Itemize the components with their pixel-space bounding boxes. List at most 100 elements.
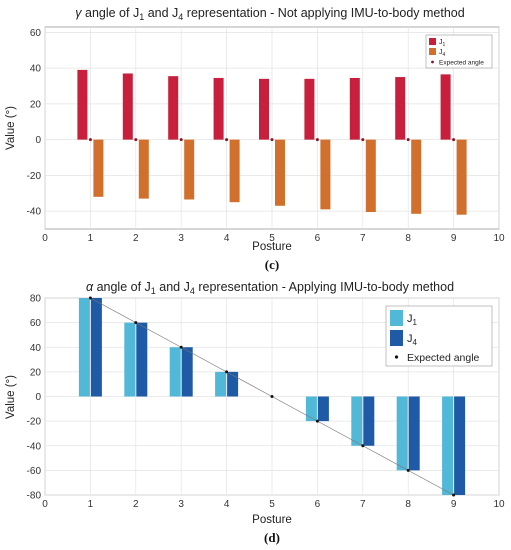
d-ytick-label: 40 — [30, 343, 42, 354]
d-xtick-label: 5 — [269, 499, 275, 510]
c-bar-j4-posture-7 — [365, 139, 376, 213]
chart-d-expected-markers — [88, 296, 456, 497]
c-bar-j4-posture-3 — [184, 139, 195, 200]
chart-c: γ angle of J1 and J4 representation - No… — [5, 6, 505, 272]
chart-d-y-ticks: -80 -60 -40 -20 0 20 40 60 80 — [27, 294, 42, 502]
c-bar-j1-posture-2 — [122, 73, 133, 140]
chart-c-title: γ angle of J1 and J4 representation - No… — [75, 6, 464, 22]
chart-d-panel-label: (d) — [264, 530, 280, 545]
c-ytick-label: -20 — [27, 171, 42, 182]
chart-d-legend-box — [385, 305, 493, 367]
c-xtick-label: 2 — [133, 233, 139, 244]
chart-c-x-ticks: 0 1 2 3 4 5 6 7 8 9 10 — [42, 233, 505, 244]
d-xtick-label: 9 — [451, 499, 457, 510]
c-bar-j4-posture-1 — [93, 139, 104, 197]
c-xtick-label: 10 — [493, 233, 505, 244]
d-bar-j1-posture-4 — [215, 371, 227, 397]
c-expected-point-posture-8 — [406, 138, 410, 142]
d-bar-j1-posture-8 — [396, 396, 408, 471]
d-ytick-label: 0 — [35, 392, 41, 403]
chart-d-legend-swatch-j1 — [390, 310, 403, 326]
c-expected-point-posture-5 — [270, 138, 274, 142]
chart-c-legend: J1 J4 Expected angle — [425, 34, 493, 69]
c-ytick-label: 60 — [30, 28, 42, 39]
d-xtick-label: 7 — [360, 499, 366, 510]
chart-c-legend-marker-expected — [431, 60, 434, 64]
d-bar-j1-posture-1 — [78, 298, 90, 397]
d-ytick-label: 20 — [30, 367, 42, 378]
chart-d-legend-label-j4: J4 — [407, 333, 418, 347]
d-xtick-label: 2 — [133, 499, 139, 510]
c-xtick-label: 6 — [315, 233, 321, 244]
d-ytick-label: -20 — [27, 417, 42, 428]
d-bar-j4-posture-2 — [136, 322, 148, 397]
chart-d-title-symbol: α — [86, 280, 94, 294]
chart-d-title: α angle of J1 and J4 representation - Ap… — [86, 280, 454, 296]
c-bar-j4-posture-4 — [229, 139, 240, 203]
d-bar-j1-posture-7 — [351, 396, 363, 446]
c-bar-j1-posture-1 — [77, 69, 88, 140]
chart-d-x-ticks: 0 1 2 3 4 5 6 7 8 9 10 — [42, 499, 505, 510]
c-xtick-label: 0 — [42, 233, 48, 244]
d-expected-point-posture-6 — [315, 419, 319, 423]
d-ytick-label: 60 — [30, 318, 42, 329]
chart-d-legend-label-expected: Expected angle — [407, 352, 480, 364]
c-bar-j1-posture-8 — [395, 77, 406, 140]
chart-c-panel-label: (c) — [265, 257, 279, 272]
chart-d-xlabel: Posture — [252, 514, 292, 526]
d-ytick-label: -40 — [27, 441, 42, 452]
chart-c-legend-label-j1: J1 — [439, 39, 446, 48]
c-expected-point-posture-1 — [88, 138, 92, 142]
chart-c-bars — [77, 69, 467, 215]
chart-c-legend-box — [425, 34, 493, 69]
c-bar-j4-posture-8 — [411, 139, 422, 214]
chart-c-legend-swatch-j4 — [429, 48, 436, 55]
d-bar-j4-posture-4 — [227, 371, 239, 397]
d-expected-point-posture-9 — [452, 493, 456, 497]
c-bar-j1-posture-9 — [440, 74, 451, 140]
d-bar-j1-posture-2 — [124, 322, 136, 397]
d-ytick-label: -80 — [27, 491, 42, 502]
c-expected-point-posture-4 — [225, 138, 229, 142]
d-bar-j1-posture-9 — [442, 396, 454, 495]
c-bar-j1-posture-6 — [304, 78, 315, 140]
c-ytick-label: -40 — [27, 207, 42, 218]
c-ytick-label: 20 — [30, 99, 42, 110]
chart-d-legend-label-j1: J1 — [407, 313, 418, 327]
d-xtick-label: 3 — [178, 499, 184, 510]
chart-d-bars — [78, 298, 466, 495]
d-xtick-label: 4 — [224, 499, 230, 510]
d-xtick-label: 8 — [405, 499, 411, 510]
c-bar-j1-posture-5 — [259, 78, 269, 140]
chart-d-legend-swatch-j4 — [390, 330, 403, 346]
c-bar-j4-posture-2 — [138, 139, 149, 199]
d-xtick-label: 1 — [88, 499, 94, 510]
d-expected-point-posture-2 — [134, 321, 138, 325]
c-bar-j4-posture-6 — [320, 139, 331, 210]
d-bar-j1-posture-3 — [169, 347, 181, 397]
c-bar-j1-posture-7 — [349, 77, 360, 140]
chart-c-expected-markers — [88, 138, 456, 142]
d-bar-j1-posture-6 — [305, 396, 317, 422]
c-xtick-label: 7 — [360, 233, 366, 244]
c-bar-j1-posture-4 — [213, 77, 224, 140]
c-xtick-label: 8 — [405, 233, 411, 244]
c-expected-point-posture-7 — [361, 138, 365, 142]
d-bar-j4-posture-8 — [408, 396, 420, 471]
d-ytick-label: -60 — [27, 466, 42, 477]
d-expected-point-posture-5 — [270, 395, 274, 398]
chart-d-legend-marker-expected — [394, 355, 399, 359]
chart-d-legend: J1 J4 Expected angle — [385, 305, 493, 367]
d-expected-point-posture-3 — [179, 345, 183, 349]
c-expected-point-posture-2 — [134, 138, 138, 142]
c-xtick-label: 4 — [224, 233, 230, 244]
c-bar-j1-posture-3 — [168, 76, 179, 140]
chart-c-y-ticks: -40 -20 0 20 40 60 — [27, 28, 42, 218]
d-xtick-label: 10 — [493, 499, 505, 510]
chart-d-ylabel: Value (°) — [5, 375, 17, 419]
c-xtick-label: 5 — [269, 233, 275, 244]
d-xtick-label: 6 — [315, 499, 321, 510]
d-bar-j4-posture-6 — [317, 396, 329, 422]
c-expected-point-posture-3 — [179, 138, 183, 142]
